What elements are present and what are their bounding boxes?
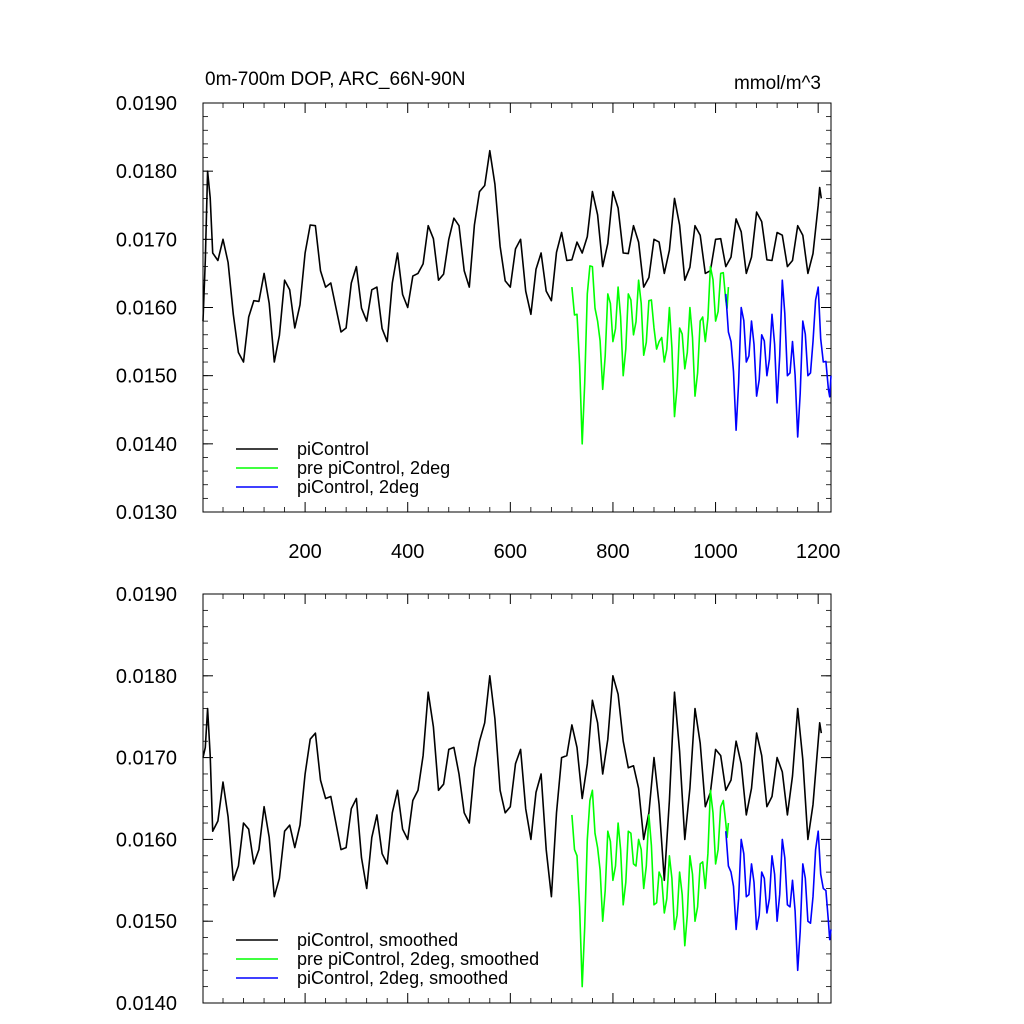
y-tick-label: 0.0140 (116, 434, 177, 456)
y-tick-label: 0.0150 (116, 911, 177, 933)
x-tick-label: 1200 (796, 541, 841, 563)
series-line-1 (202, 675, 823, 898)
series-line-3 (725, 830, 832, 972)
x-tick-label: 1000 (693, 541, 738, 563)
series-line-3 (725, 279, 832, 438)
legend-label: pre piControl, 2deg, smoothed (297, 949, 539, 969)
y-tick-label: 0.0130 (116, 502, 177, 524)
series-line-1 (202, 149, 823, 363)
y-tick-label: 0.0170 (116, 229, 177, 251)
x-tick-label: 200 (288, 541, 321, 563)
series-line-2 (571, 789, 730, 988)
y-tick-label: 0.0190 (116, 93, 177, 115)
legend-label: piControl, 2deg (297, 477, 419, 497)
y-tick-label: 0.0190 (116, 584, 177, 606)
y-tick-label: 0.0180 (116, 666, 177, 688)
legend-label: piControl, 2deg, smoothed (297, 968, 508, 988)
y-tick-label: 0.0160 (116, 829, 177, 851)
x-tick-label: 800 (596, 541, 629, 563)
chart-panel-2: 0.0140 0.0150 0.0160 0.0170 0.0180 0.0190 piCo… (116, 584, 832, 1015)
y-tick-label: 0.0170 (116, 748, 177, 770)
chart-panel-1: 0.0130 0.0140 0.0150 0.0160 0.0170 0.0180 0.01… (116, 69, 841, 563)
x-tick-label: 400 (391, 541, 424, 563)
legend-label: pre piControl, 2deg (297, 458, 450, 478)
y-tick-label: 0.0140 (116, 993, 177, 1015)
legend-label: piControl (297, 439, 369, 459)
x-tick-label: 600 (494, 541, 527, 563)
y-tick-label: 0.0160 (116, 298, 177, 320)
legend-label: piControl, smoothed (297, 930, 458, 950)
units-label: mmol/m^3 (734, 73, 821, 94)
plot-frame (202, 593, 832, 1004)
y-tick-label: 0.0180 (116, 161, 177, 183)
series-line-2 (571, 265, 730, 445)
y-tick-label: 0.0150 (116, 366, 177, 388)
chart-title: 0m-700m DOP, ARC_66N-90N (205, 69, 465, 90)
